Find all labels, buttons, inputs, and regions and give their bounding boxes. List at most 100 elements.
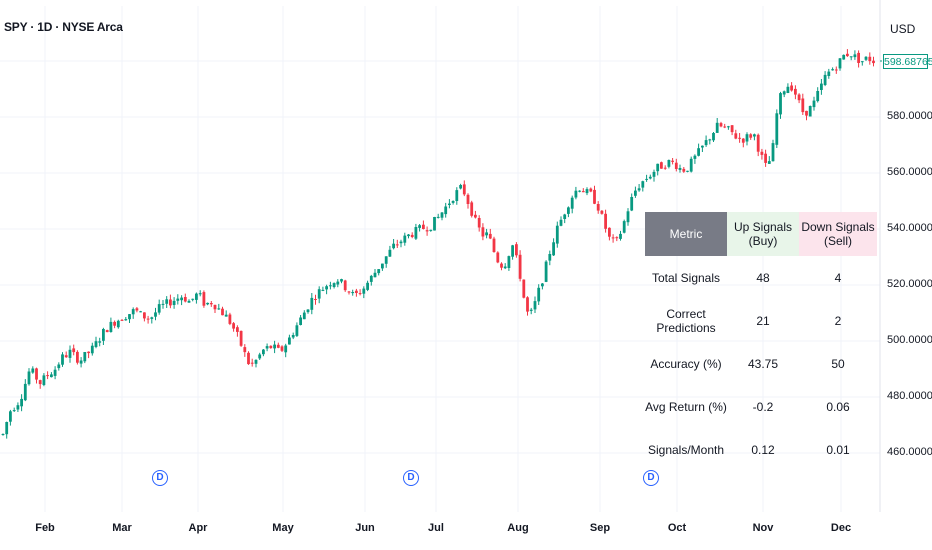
candle-up bbox=[831, 69, 834, 71]
candle-down bbox=[764, 153, 767, 163]
candle-up bbox=[693, 155, 697, 159]
candle-up bbox=[5, 422, 9, 435]
candle-up bbox=[206, 302, 209, 305]
candle-up bbox=[648, 176, 652, 179]
dividend-marker[interactable]: D bbox=[152, 470, 168, 486]
candle-up bbox=[291, 335, 295, 338]
candle-down bbox=[834, 69, 838, 71]
candle-down bbox=[221, 308, 224, 316]
candle-up bbox=[485, 232, 488, 236]
candle-up bbox=[578, 190, 581, 192]
candle-up bbox=[827, 71, 831, 76]
candle-down bbox=[239, 330, 243, 346]
header-up-signals: Up Signals (Buy) bbox=[727, 212, 799, 256]
candle-up bbox=[686, 170, 689, 172]
candle-down bbox=[801, 98, 805, 113]
candle-up bbox=[637, 188, 641, 191]
x-tick-label: Feb bbox=[35, 522, 55, 534]
candle-up bbox=[392, 243, 395, 249]
candle-up bbox=[727, 126, 730, 128]
x-tick-label: Apr bbox=[188, 522, 208, 534]
candle-down bbox=[730, 125, 734, 133]
candle-up bbox=[812, 100, 816, 108]
down-cell: 4 bbox=[834, 270, 842, 285]
candle-up bbox=[388, 249, 392, 257]
candle-up bbox=[429, 229, 433, 231]
candle-up bbox=[79, 360, 83, 364]
candle-up bbox=[678, 168, 682, 170]
candle-up bbox=[619, 233, 622, 239]
candle-down bbox=[209, 303, 213, 305]
candle-up bbox=[310, 297, 314, 310]
x-tick-label: Dec bbox=[830, 522, 852, 534]
candle-down bbox=[674, 162, 678, 169]
candle-up bbox=[775, 113, 779, 145]
candle-up bbox=[262, 349, 265, 355]
candle-up bbox=[369, 275, 373, 282]
candle-up bbox=[816, 91, 820, 102]
up-cell: 43.75 bbox=[747, 356, 779, 371]
candle-down bbox=[604, 213, 607, 229]
table-row: Avg Return (%) -0.2 0.06 bbox=[645, 385, 877, 428]
x-tick-label: Aug bbox=[507, 522, 529, 534]
candle-down bbox=[183, 297, 187, 302]
candle-down bbox=[213, 304, 217, 310]
candle-up bbox=[16, 405, 20, 410]
candle-up bbox=[541, 283, 544, 287]
candle-up bbox=[407, 234, 410, 237]
candle-down bbox=[202, 292, 206, 306]
candle-up bbox=[20, 398, 23, 407]
symbol-title[interactable]: SPY · 1D · NYSE Arca bbox=[4, 20, 123, 34]
candle-down bbox=[522, 279, 526, 298]
candle-up bbox=[109, 321, 113, 332]
candle-up bbox=[198, 293, 202, 295]
dividend-marker[interactable]: D bbox=[643, 470, 659, 486]
candle-up bbox=[31, 368, 35, 373]
metric-cell: Avg Return (%) bbox=[645, 399, 727, 414]
candle-up bbox=[154, 312, 157, 317]
candle-down bbox=[474, 214, 477, 218]
candle-up bbox=[418, 225, 421, 228]
candle-up bbox=[820, 83, 823, 90]
candle-up bbox=[336, 281, 340, 285]
candle-up bbox=[689, 158, 693, 172]
candle-up bbox=[90, 345, 94, 354]
currency-label[interactable]: USD bbox=[890, 22, 916, 36]
candle-down bbox=[518, 254, 522, 279]
candle-down bbox=[682, 168, 686, 172]
candle-down bbox=[146, 318, 150, 320]
candle-up bbox=[444, 206, 448, 215]
candle-up bbox=[511, 245, 514, 257]
candle-up bbox=[317, 289, 321, 299]
candle-down bbox=[596, 204, 600, 211]
candle-down bbox=[488, 233, 492, 239]
candle-down bbox=[749, 134, 753, 138]
y-tick-label: 540.00000 bbox=[887, 222, 932, 234]
candle-down bbox=[269, 345, 273, 349]
y-tick-label: 520.00000 bbox=[887, 278, 932, 290]
candle-up bbox=[529, 309, 533, 311]
candle-up bbox=[853, 54, 857, 58]
candle-up bbox=[295, 325, 299, 336]
x-tick-label: Jul bbox=[428, 522, 444, 534]
candle-down bbox=[868, 56, 872, 62]
candle-down bbox=[243, 347, 247, 353]
metric-cell: Accuracy (%) bbox=[650, 356, 722, 371]
dividend-marker[interactable]: D bbox=[403, 470, 419, 486]
candle-up bbox=[645, 178, 648, 180]
candle-down bbox=[492, 238, 496, 252]
candle-up bbox=[273, 344, 276, 349]
candle-up bbox=[552, 242, 555, 256]
candle-down bbox=[477, 218, 481, 228]
candle-up bbox=[704, 140, 708, 146]
candle-up bbox=[779, 93, 782, 115]
candle-up bbox=[697, 148, 700, 156]
candle-down bbox=[347, 291, 351, 293]
candle-up bbox=[786, 86, 790, 93]
candle-up bbox=[455, 190, 459, 201]
candle-down bbox=[236, 327, 239, 332]
candle-down bbox=[741, 138, 745, 143]
candle-up bbox=[340, 279, 343, 282]
candle-down bbox=[608, 227, 611, 237]
